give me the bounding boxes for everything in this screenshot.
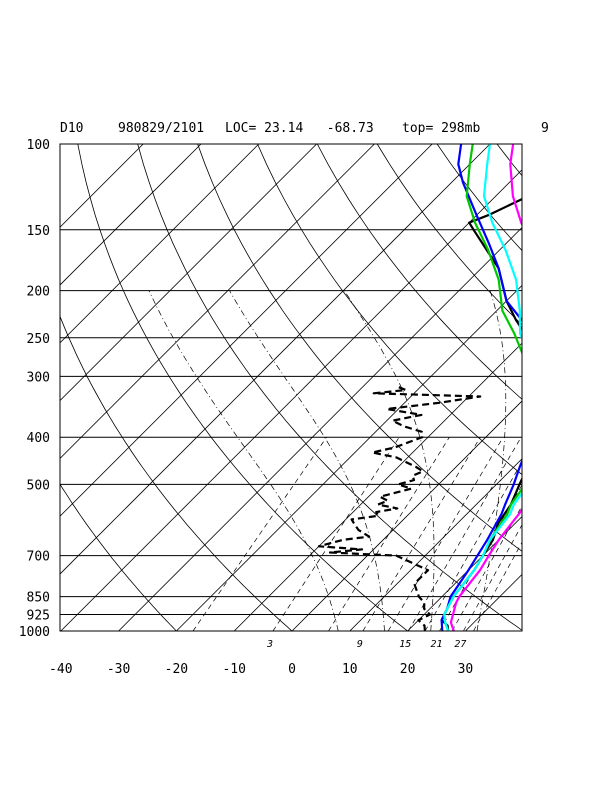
isotherm-line	[60, 144, 202, 286]
isotherm-line	[60, 144, 375, 459]
header-page-number: 9	[541, 121, 549, 136]
pressure-tick-label: 200	[27, 285, 50, 300]
series-line-3	[443, 144, 522, 631]
pressure-tick-label: 700	[27, 550, 50, 565]
mixing-ratio-labels: 3 9 15 21 27	[266, 639, 466, 650]
pressure-tick-label: 850	[27, 591, 50, 606]
pressure-tick-label: 500	[27, 478, 50, 493]
isotherm-line	[407, 516, 522, 631]
mixing-ratio-line	[272, 437, 400, 631]
dry-adiabat-line	[316, 144, 522, 400]
isotherm-line	[581, 144, 612, 631]
series-line-5	[449, 144, 522, 631]
isotherm-line	[291, 400, 522, 631]
series-line-1	[317, 385, 482, 631]
isotherm-line	[60, 144, 260, 344]
series-line-2	[440, 144, 522, 631]
temperature-tick-label: 30	[458, 662, 474, 677]
pressure-tick-label: 250	[27, 332, 50, 347]
isotherm-line	[60, 144, 144, 228]
pressure-tick-label: 100	[27, 138, 50, 153]
temperature-tick-label: -10	[222, 662, 245, 677]
mixing-ratio-line	[463, 524, 522, 631]
temperature-tick-label: 0	[288, 662, 296, 677]
isotherm-line	[233, 342, 522, 631]
pressure-tick-label: 300	[27, 370, 50, 385]
temperature-tick-labels: -40 -30 -20 -10 0 10 20 30	[49, 662, 473, 677]
plot-frame	[59, 143, 523, 632]
isotherm-line	[60, 144, 433, 517]
dry-adiabat-line	[496, 144, 522, 177]
mixing-ratio-label: 15	[399, 639, 411, 650]
mixing-ratio-line	[473, 541, 522, 631]
dry-adiabat-line	[60, 315, 293, 631]
mixing-ratio-line	[362, 437, 481, 631]
isotherm-line	[60, 144, 317, 402]
mixing-ratio-line	[407, 437, 522, 631]
isotherm-line	[60, 144, 491, 575]
isotherm-line	[118, 227, 522, 631]
mixing-ratio-label: 3	[266, 639, 273, 650]
isotherm-line	[176, 284, 522, 631]
header-location: LOC= 23.14 -68.73	[225, 121, 374, 136]
series-line-4	[443, 144, 522, 631]
mixing-ratio-line	[328, 437, 450, 631]
mixing-ratio-line	[387, 437, 504, 631]
mixing-ratio-label: 21	[430, 639, 442, 650]
temperature-tick-label: -20	[165, 662, 188, 677]
mixing-ratio-label: 27	[454, 639, 466, 650]
mixing-ratio-line	[451, 505, 522, 631]
pressure-tick-label: 150	[27, 224, 50, 239]
header-datetime: 980829/2101	[118, 121, 204, 136]
temperature-tick-label: -30	[107, 662, 130, 677]
dry-adiabat-line	[376, 144, 522, 326]
isotherm-line	[349, 458, 522, 631]
pressure-tick-label: 400	[27, 431, 50, 446]
dry-adiabat-line	[60, 483, 177, 631]
mixing-ratio-line	[192, 437, 327, 631]
profile-series	[317, 144, 522, 631]
header-station: D10	[60, 121, 83, 136]
pressure-tick-label: 1000	[19, 625, 50, 640]
isotherm-line	[523, 144, 612, 631]
header-top: top= 298mb	[402, 121, 480, 136]
isotherm-line	[60, 169, 522, 631]
moist-adiabat-line	[229, 290, 385, 631]
mixing-ratio-label: 9	[357, 639, 363, 650]
dry-adiabat-line	[557, 144, 612, 631]
moist-adiabat-line	[148, 290, 339, 631]
dry-adiabat-line	[436, 144, 522, 252]
temperature-tick-label: -40	[49, 662, 72, 677]
dry-adiabat-line	[257, 144, 522, 476]
dry-adiabat-line	[77, 144, 408, 631]
moist-adiabat-line	[344, 290, 435, 631]
dry-adiabat-line	[137, 144, 522, 631]
temperature-tick-label: 10	[342, 662, 358, 677]
mixing-ratio-line	[424, 461, 522, 631]
temperature-tick-label: 20	[400, 662, 416, 677]
pressure-tick-label: 925	[27, 609, 50, 624]
